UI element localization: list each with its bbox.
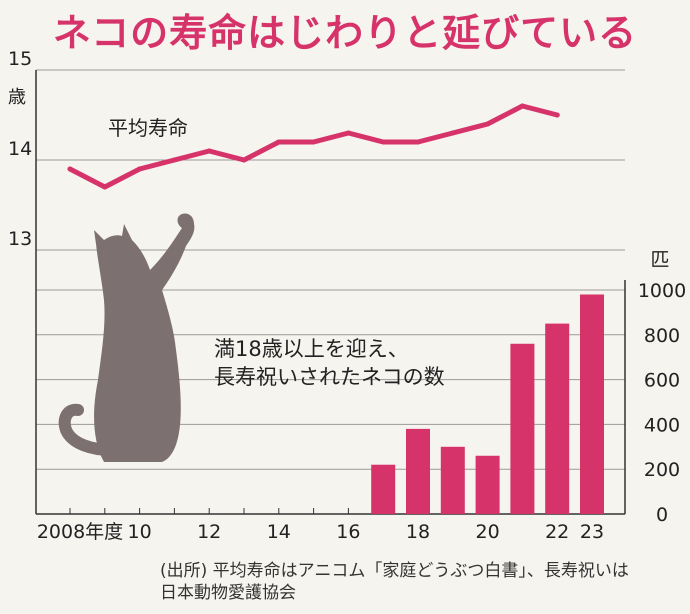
x-tick-label: 20 (476, 521, 500, 543)
bar-series-label-line-1: 満18歳以上を迎え、 (214, 337, 409, 361)
chart-title: ネコの寿命はじわりと延びている (52, 11, 638, 55)
line-point (450, 130, 456, 136)
line-point (137, 166, 143, 172)
line-series-label: 平均寿命 (108, 116, 188, 140)
line-point (345, 130, 351, 136)
bar (510, 343, 535, 514)
line-series (67, 103, 560, 190)
line-point (171, 157, 177, 163)
line-y-tick-label: 15 (8, 48, 32, 70)
line-point (485, 121, 491, 127)
bar (580, 294, 604, 514)
line-point (206, 148, 212, 154)
bar (475, 455, 500, 514)
line-point (241, 157, 247, 163)
bar-series-label-line-2: 長寿祝いされたネコの数 (214, 365, 445, 389)
x-tick-label: 16 (336, 521, 360, 543)
x-tick-label: 23 (580, 521, 604, 543)
source-line-2: 日本動物愛護協会 (160, 583, 296, 603)
x-tick-label: 18 (406, 521, 430, 543)
line-point (380, 139, 386, 145)
line-point (554, 112, 560, 118)
line-point (67, 166, 73, 172)
line-point (102, 184, 108, 190)
bar-y-unit-label: 匹 (650, 249, 669, 271)
bar (371, 464, 396, 514)
source-note: (出所) 平均寿命はアニコム「家庭どうぶつ白書」、長寿祝いは 日本動物愛護協会 (160, 560, 629, 604)
bar-y-tick-label: 200 (644, 459, 680, 481)
bar (406, 428, 430, 514)
cat-silhouette-icon (58, 213, 195, 462)
x-tick-label: 22 (545, 521, 569, 543)
bar (545, 323, 570, 514)
line-point (311, 139, 317, 145)
bar-y-tick-label: 600 (644, 370, 680, 392)
bar-y-tick-label: 400 (644, 414, 680, 436)
source-line-1: (出所) 平均寿命はアニコム「家庭どうぶつ白書」、長寿祝いは (160, 561, 629, 581)
bar-y-tick-label: 1000 (638, 280, 686, 302)
line-y-tick-label: 14 (8, 138, 32, 160)
x-tick-label: 12 (197, 521, 221, 543)
line-y-unit-label: 歳 (8, 87, 26, 108)
line-point (276, 139, 282, 145)
bar-y-tick-label: 800 (644, 325, 680, 347)
x-tick-label: 14 (267, 521, 291, 543)
line-y-tick-label: 13 (8, 228, 32, 250)
x-tick-label: 2008年度 (37, 521, 123, 543)
chart-labels: 2008年度 10 12 14 16 18 20 22 23 13 14 15 歳 0 200 400 600 8… (8, 48, 686, 543)
line-point (415, 139, 421, 145)
x-tick-label: 10 (128, 521, 152, 543)
bar-y-tick-label: 0 (656, 504, 668, 526)
bar-series (371, 294, 604, 514)
bar (440, 446, 465, 514)
line-point (519, 103, 525, 109)
